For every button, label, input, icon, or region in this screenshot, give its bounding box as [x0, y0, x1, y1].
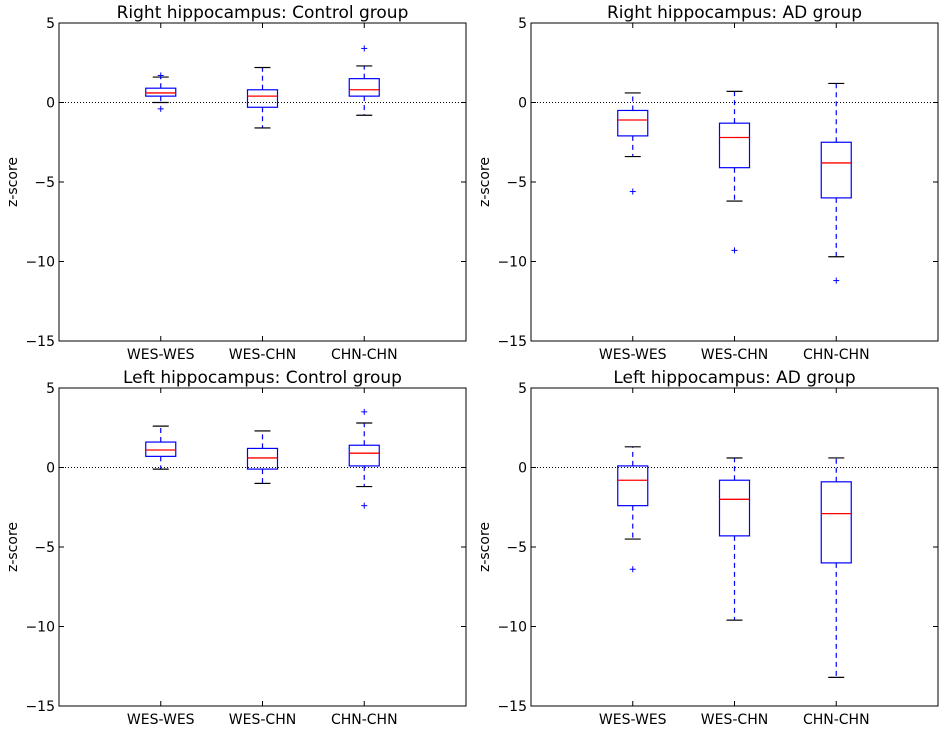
y-tick-label: −15: [497, 699, 527, 715]
box-wes-chn: [246, 388, 279, 706]
box-iqr: [820, 481, 852, 564]
y-tick-label: −5: [34, 540, 55, 556]
box-iqr: [617, 109, 649, 137]
y-tick-label: −10: [497, 620, 527, 636]
y-tick-label: −15: [25, 699, 55, 715]
x-tick-label: WES-WES: [599, 347, 667, 363]
box-chn-chn: [820, 388, 852, 706]
x-tick-label: WES-CHN: [229, 712, 296, 728]
outlier-point: [731, 247, 738, 254]
axes-frame: [530, 387, 939, 707]
outlier-point: [629, 566, 636, 573]
y-axis-label: z-score: [5, 157, 21, 207]
x-tick-label: WES-WES: [599, 712, 667, 728]
box-wes-wes: [145, 388, 177, 706]
box-iqr: [617, 465, 649, 507]
box-wes-wes: [145, 23, 177, 341]
y-axis-label: z-score: [477, 522, 493, 572]
y-tick-label: 5: [46, 381, 55, 397]
panel-4: Left hippocampus: AD group z-score 5 0 −5 −10…: [477, 368, 939, 728]
x-tick-label: CHN-CHN: [331, 712, 398, 728]
box-iqr: [348, 444, 380, 467]
x-tick-label: CHN-CHN: [803, 712, 870, 728]
y-tick-label: 5: [518, 381, 527, 397]
outlier-point: [361, 502, 368, 509]
x-tick-label: WES-CHN: [701, 712, 768, 728]
chart-title: Right hippocampus: AD group: [607, 3, 862, 23]
y-tick-label: −10: [25, 620, 55, 636]
box-iqr: [718, 122, 751, 169]
y-tick-label: 5: [518, 16, 527, 32]
x-tick-label: WES-CHN: [229, 347, 296, 363]
x-tick-label: WES-CHN: [701, 347, 768, 363]
box-chn-chn: [348, 388, 380, 706]
y-tick-label: 0: [46, 461, 55, 477]
box-iqr: [145, 441, 177, 457]
box-iqr: [348, 78, 380, 97]
outlier-point: [629, 188, 636, 195]
panel-2: Right hippocampus: AD group z-score 5 0 −5 −1…: [477, 3, 939, 363]
y-tick-label: −15: [25, 334, 55, 350]
y-tick-label: 0: [518, 461, 527, 477]
box-iqr: [820, 141, 852, 199]
axes-frame: [530, 22, 939, 342]
y-tick-label: −10: [497, 255, 527, 271]
box-iqr: [145, 87, 177, 97]
outlier-point: [833, 277, 840, 284]
box-iqr: [718, 479, 751, 537]
x-tick-label: WES-WES: [127, 347, 195, 363]
panel-1: Right hippocampus: Control group z-score 5…: [5, 3, 467, 363]
chart-title: Left hippocampus: Control group: [123, 368, 402, 388]
y-tick-label: −5: [506, 175, 527, 191]
x-tick-label: WES-WES: [127, 712, 195, 728]
box-chn-chn: [348, 23, 380, 341]
y-tick-label: −15: [497, 334, 527, 350]
y-tick-label: −10: [25, 255, 55, 271]
box-iqr: [246, 89, 279, 108]
box-wes-wes: [617, 388, 649, 706]
panel-3: Left hippocampus: Control group z-score 5 0…: [5, 368, 467, 728]
box-wes-chn: [718, 23, 751, 341]
box-iqr: [246, 447, 279, 470]
y-tick-label: 0: [46, 96, 55, 112]
box-chn-chn: [820, 23, 852, 341]
x-tick-label: CHN-CHN: [331, 347, 398, 363]
y-tick-label: 0: [518, 96, 527, 112]
outlier-point: [361, 408, 368, 415]
outlier-point: [157, 72, 164, 79]
axes-frame: [58, 387, 467, 707]
chart-title: Right hippocampus: Control group: [117, 3, 409, 23]
y-tick-label: −5: [34, 175, 55, 191]
box-wes-wes: [617, 23, 649, 341]
y-tick-label: −5: [506, 540, 527, 556]
axes-frame: [58, 22, 467, 342]
outlier-point: [361, 45, 368, 52]
y-axis-label: z-score: [477, 157, 493, 207]
y-axis-label: z-score: [5, 522, 21, 572]
box-wes-chn: [718, 388, 751, 706]
outlier-point: [157, 105, 164, 112]
box-wes-chn: [246, 23, 279, 341]
x-tick-label: CHN-CHN: [803, 347, 870, 363]
y-tick-label: 5: [46, 16, 55, 32]
chart-title: Left hippocampus: AD group: [613, 368, 855, 388]
